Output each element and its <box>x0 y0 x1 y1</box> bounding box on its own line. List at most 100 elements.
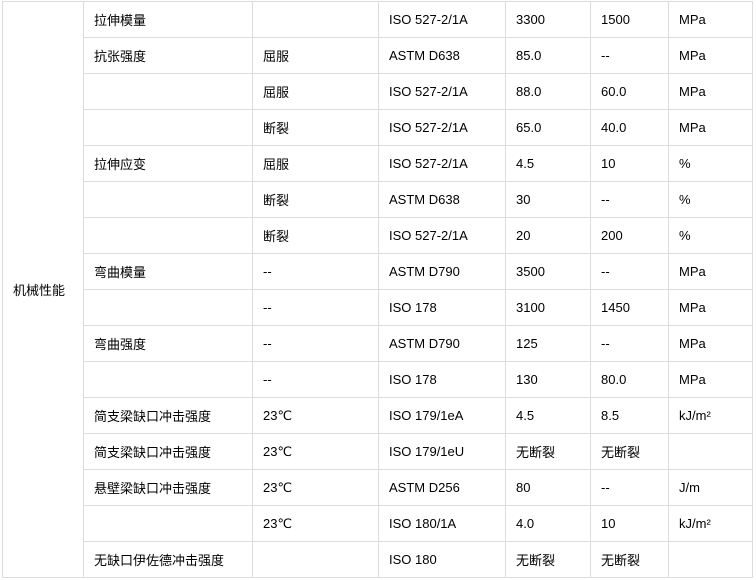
value-1-cell: 4.5 <box>505 145 591 182</box>
test-method-cell: ISO 178 <box>378 361 506 398</box>
table-row: 23℃ ISO 180/1A 4.0 10 kJ/m² <box>3 505 753 542</box>
value-1-cell: 20 <box>505 217 591 254</box>
test-method-cell: ASTM D790 <box>378 253 506 290</box>
table-row: 拉伸应变 屈服 ISO 527-2/1A 4.5 10% <box>3 145 753 182</box>
value-2-cell: 1500 <box>590 1 669 38</box>
unit-cell: % <box>668 217 753 254</box>
value-2-cell: 8.5 <box>590 397 669 434</box>
condition-cell: 断裂 <box>252 109 379 146</box>
value-1-cell: 3500 <box>505 253 591 290</box>
test-method-cell: ISO 527-2/1A <box>378 73 506 110</box>
condition-cell: 23℃ <box>252 433 379 470</box>
test-method-cell: ISO 179/1eA <box>378 397 506 434</box>
property-name-cell <box>83 73 253 110</box>
unit-cell: % <box>668 181 753 218</box>
value-2-cell: 无断裂 <box>590 433 669 470</box>
property-name-cell <box>83 109 253 146</box>
value-1-cell: 130 <box>505 361 591 398</box>
value-2-cell: 1450 <box>590 289 669 326</box>
value-1-cell: 30 <box>505 181 591 218</box>
table-row: 断裂 ISO 527-2/1A 65.0 40.0 MPa <box>3 109 753 146</box>
value-2-cell: 10 <box>590 505 669 542</box>
test-method-cell: ISO 527-2/1A <box>378 1 506 38</box>
test-method-cell: ISO 178 <box>378 289 506 326</box>
unit-cell: MPa <box>668 109 753 146</box>
value-2-cell: -- <box>590 325 669 362</box>
test-method-cell: ASTM D790 <box>378 325 506 362</box>
table-row: 屈服 ISO 527-2/1A 88.0 60.0 MPa <box>3 73 753 110</box>
value-1-cell: 88.0 <box>505 73 591 110</box>
table-row: 抗张强度 屈服 ASTM D638 85.0 -- MPa <box>3 37 753 74</box>
unit-cell: MPa <box>668 289 753 326</box>
test-method-cell: ISO 180 <box>378 541 506 578</box>
value-1-cell: 125 <box>505 325 591 362</box>
condition-cell: -- <box>252 289 379 326</box>
test-method-cell: ISO 180/1A <box>378 505 506 542</box>
unit-cell <box>668 541 753 578</box>
value-2-cell: 无断裂 <box>590 541 669 578</box>
value-2-cell: -- <box>590 181 669 218</box>
value-2-cell: 80.0 <box>590 361 669 398</box>
property-name-cell: 弯曲强度 <box>83 325 253 362</box>
condition-cell: 屈服 <box>252 73 379 110</box>
unit-cell: MPa <box>668 325 753 362</box>
property-name-cell <box>83 505 253 542</box>
property-name-cell: 悬壁梁缺口冲击强度 <box>83 469 253 506</box>
table-row: 弯曲模量 -- ASTM D790 3500 -- MPa <box>3 253 753 290</box>
condition-cell: 断裂 <box>252 181 379 218</box>
property-name-cell <box>83 217 253 254</box>
condition-cell: -- <box>252 325 379 362</box>
unit-cell <box>668 433 753 470</box>
test-method-cell: ISO 527-2/1A <box>378 217 506 254</box>
test-method-cell: ISO 527-2/1A <box>378 145 506 182</box>
property-name-cell: 简支梁缺口冲击强度 <box>83 433 253 470</box>
value-1-cell: 85.0 <box>505 37 591 74</box>
property-name-cell: 拉伸应变 <box>83 145 253 182</box>
property-name-cell: 拉伸模量 <box>83 1 253 38</box>
condition-cell: -- <box>252 361 379 398</box>
value-2-cell: -- <box>590 469 669 506</box>
table-row: 简支梁缺口冲击强度 23℃ ISO 179/1eU 无断裂 无断裂 <box>3 433 753 470</box>
category-cell: 机械性能 <box>2 1 84 578</box>
table-row: -- ISO 178 3100 1450 MPa <box>3 289 753 326</box>
unit-cell: kJ/m² <box>668 397 753 434</box>
value-1-cell: 4.5 <box>505 397 591 434</box>
value-1-cell: 3300 <box>505 1 591 38</box>
test-method-cell: ASTM D638 <box>378 181 506 218</box>
unit-cell: MPa <box>668 73 753 110</box>
condition-cell <box>252 1 379 38</box>
unit-cell: MPa <box>668 1 753 38</box>
property-name-cell <box>83 361 253 398</box>
test-method-cell: ASTM D638 <box>378 37 506 74</box>
table-row: 断裂 ISO 527-2/1A 20 200% <box>3 217 753 254</box>
value-1-cell: 3100 <box>505 289 591 326</box>
test-method-cell: ISO 527-2/1A <box>378 109 506 146</box>
property-name-cell <box>83 289 253 326</box>
condition-cell: 23℃ <box>252 505 379 542</box>
condition-cell: 23℃ <box>252 469 379 506</box>
table-row: 弯曲强度 -- ASTM D790 125 -- MPa <box>3 325 753 362</box>
value-2-cell: 10 <box>590 145 669 182</box>
unit-cell: MPa <box>668 361 753 398</box>
unit-cell: kJ/m² <box>668 505 753 542</box>
unit-cell: MPa <box>668 253 753 290</box>
condition-cell: 屈服 <box>252 145 379 182</box>
unit-cell: % <box>668 145 753 182</box>
value-1-cell: 无断裂 <box>505 433 591 470</box>
value-1-cell: 4.0 <box>505 505 591 542</box>
table-row: 悬壁梁缺口冲击强度 23℃ ASTM D256 80 -- J/m <box>3 469 753 506</box>
property-name-cell: 弯曲模量 <box>83 253 253 290</box>
condition-cell: 断裂 <box>252 217 379 254</box>
property-name-cell: 抗张强度 <box>83 37 253 74</box>
unit-cell: MPa <box>668 37 753 74</box>
value-1-cell: 65.0 <box>505 109 591 146</box>
value-2-cell: 60.0 <box>590 73 669 110</box>
table-row: 无缺口伊佐德冲击强度 ISO 180 无断裂 无断裂 <box>3 541 753 578</box>
property-name-cell <box>83 181 253 218</box>
property-name-cell: 无缺口伊佐德冲击强度 <box>83 541 253 578</box>
condition-cell: -- <box>252 253 379 290</box>
table-row: 断裂 ASTM D638 30 --% <box>3 181 753 218</box>
condition-cell <box>252 541 379 578</box>
condition-cell: 屈服 <box>252 37 379 74</box>
